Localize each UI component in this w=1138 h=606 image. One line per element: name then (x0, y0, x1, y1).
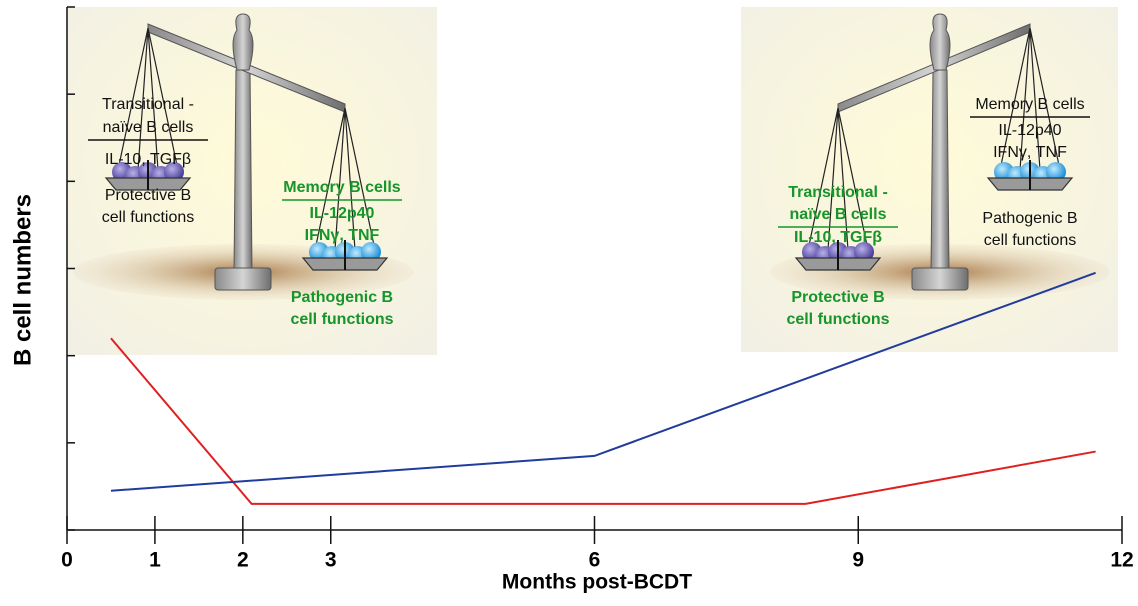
panel-text: Pathogenic B (291, 289, 393, 306)
panel-text: Transitional - (788, 184, 888, 201)
panel-text: Pathogenic B (982, 210, 1077, 227)
panel-text: cell functions (786, 311, 889, 328)
panel-text: naïve B cells (103, 119, 194, 136)
x-tick-label: 3 (325, 549, 337, 572)
panel-text: IL-10, TGFβ (105, 151, 191, 168)
x-axis-label: Months post-BCDT (502, 571, 692, 594)
y-axis-label: B cell numbers (9, 194, 36, 366)
x-tick-label: 12 (1110, 549, 1133, 572)
x-tick-label: 6 (589, 549, 601, 572)
panel-text: IFNγ, TNF (305, 227, 380, 244)
chart: Transitional - naïve B cells IL-10, TGFβ Pr… (0, 0, 1138, 601)
panel-text: Protective B (791, 289, 884, 306)
panel-text: cell functions (290, 311, 393, 328)
panel-text: IL-10, TGFβ (794, 229, 882, 246)
data-line (111, 338, 1096, 504)
illustration: Transitional - naïve B cells IL-10, TGFβ Pr… (67, 7, 1118, 355)
base (912, 268, 968, 290)
panel-text: cell functions (984, 232, 1077, 249)
pillar (234, 70, 252, 272)
x-tick-label: 2 (237, 549, 249, 572)
panel-text: IL-12p40 (998, 122, 1061, 139)
x-tick-label: 9 (852, 549, 864, 572)
finial (233, 14, 253, 70)
x-tick-label: 0 (61, 549, 73, 572)
finial (930, 14, 950, 70)
panel-text: Memory B cells (975, 96, 1084, 113)
x-tick-label: 1 (149, 549, 161, 572)
panel-text: Protective B (105, 187, 191, 204)
panel-text: IFNγ, TNF (993, 144, 1067, 161)
panel-text: naïve B cells (790, 206, 887, 223)
panel-text: Memory B cells (283, 179, 400, 196)
panel-text: IL-12p40 (310, 205, 375, 222)
panel-text: cell functions (102, 209, 195, 226)
pillar (931, 70, 949, 272)
panel-text: Transitional - (102, 96, 194, 113)
base (215, 268, 271, 290)
